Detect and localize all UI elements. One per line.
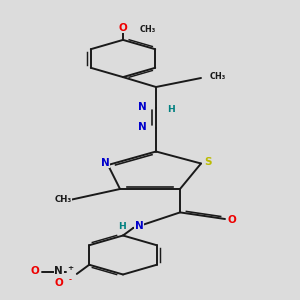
- Text: O: O: [118, 22, 127, 33]
- Text: S: S: [205, 157, 212, 167]
- Text: H: H: [118, 222, 126, 231]
- Text: N: N: [100, 158, 109, 168]
- Text: N: N: [54, 266, 63, 277]
- Text: CH₃: CH₃: [210, 72, 226, 81]
- Text: -: -: [69, 278, 72, 284]
- Text: CH₃: CH₃: [54, 195, 72, 204]
- Text: N: N: [138, 122, 147, 132]
- Text: O: O: [228, 214, 237, 225]
- Text: O: O: [54, 278, 63, 288]
- Text: +: +: [67, 265, 73, 271]
- Text: O: O: [30, 266, 39, 277]
- Text: CH₃: CH₃: [140, 26, 156, 34]
- Text: N: N: [135, 220, 144, 231]
- Text: N: N: [138, 102, 147, 112]
- Text: H: H: [167, 105, 175, 114]
